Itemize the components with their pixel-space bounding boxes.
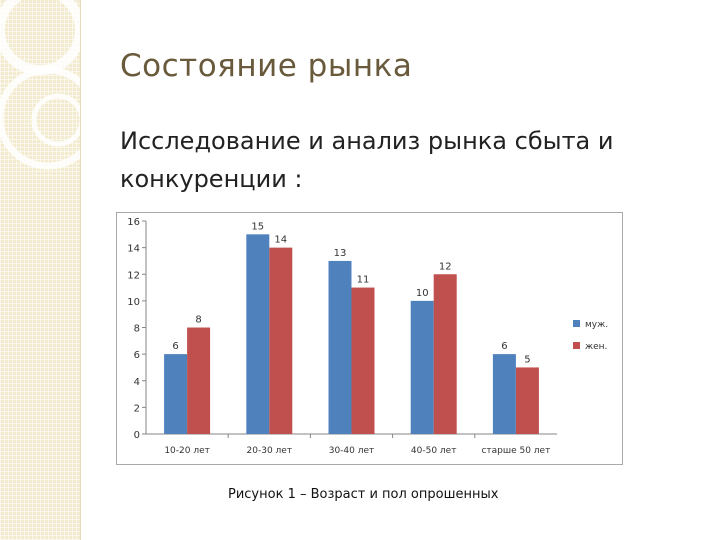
bar (269, 247, 293, 434)
x-tick-label: 10-20 лет (164, 446, 210, 456)
x-tick-label: старше 50 лет (481, 446, 550, 456)
bar-chart: 0 2 4 6 8 10 12 14 16 6 8 10-20 лет 15 14 20-30 лет 13 1… (127, 217, 608, 456)
bar (328, 260, 352, 434)
bar (492, 354, 516, 434)
x-tick-label: 20-30 лет (247, 446, 293, 456)
bar (164, 354, 188, 434)
legend-swatch (573, 320, 580, 327)
decorative-swirl (0, 0, 80, 170)
data-label: 13 (334, 248, 347, 259)
data-label: 6 (501, 341, 507, 352)
x-tick-label: 30-40 лет (329, 446, 375, 456)
data-label: 8 (195, 315, 201, 326)
legend-label: муж. (585, 320, 608, 330)
bar (246, 234, 270, 434)
legend-swatch (573, 342, 580, 349)
bar (410, 300, 434, 434)
slide-title: Состояние рынка (120, 48, 413, 84)
bar (515, 367, 539, 434)
x-tick-label: 40-50 лет (411, 446, 457, 456)
decorative-side-band (0, 0, 81, 540)
y-tick-label: 14 (127, 244, 140, 255)
bar (351, 287, 375, 434)
data-label: 12 (439, 261, 452, 272)
data-label: 15 (251, 221, 264, 232)
chart-container: 0 2 4 6 8 10 12 14 16 6 8 10-20 лет 15 14 20-30 лет 13 1… (116, 212, 623, 465)
bar (433, 274, 457, 434)
y-tick-label: 12 (127, 270, 140, 281)
data-label: 11 (357, 275, 370, 286)
y-tick-label: 8 (134, 324, 140, 335)
figure-caption: Рисунок 1 – Возраст и пол опрошенных (228, 487, 499, 502)
data-label: 5 (524, 354, 530, 365)
y-tick-label: 16 (127, 217, 140, 228)
slide-subtitle: Исследование и анализ рынка сбыта и конк… (120, 127, 614, 193)
y-tick-label: 2 (134, 403, 140, 414)
y-tick-label: 4 (134, 377, 140, 388)
bar (187, 327, 211, 434)
legend-label: жен. (585, 342, 607, 352)
y-tick-label: 6 (134, 350, 140, 361)
data-label: 14 (274, 235, 287, 246)
data-label: 10 (416, 288, 429, 299)
data-label: 6 (172, 341, 178, 352)
y-tick-label: 0 (134, 430, 140, 441)
y-tick-label: 10 (127, 297, 140, 308)
